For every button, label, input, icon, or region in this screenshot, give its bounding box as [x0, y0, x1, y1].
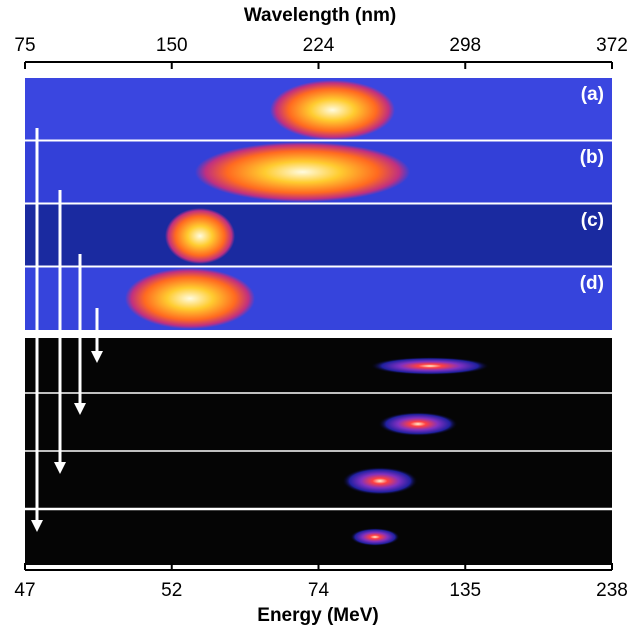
bottom-axis-title: Energy (MeV) [257, 605, 378, 626]
tick-label: 224 [303, 35, 335, 56]
panel-label: (a) [581, 84, 604, 105]
tick-label: 74 [308, 580, 330, 601]
panel-label: (c) [581, 210, 604, 231]
arrows [31, 128, 103, 532]
tick-label: 238 [596, 580, 628, 601]
panel-label: (b) [580, 147, 604, 168]
tick-label: 298 [449, 35, 481, 56]
panel-label: (d) [580, 273, 604, 294]
tick-label: 75 [14, 35, 35, 56]
top-axis-title: Wavelength (nm) [244, 5, 396, 26]
tick-label: 150 [156, 35, 188, 56]
spectra-panel [25, 78, 612, 330]
tick-label: 52 [161, 580, 182, 601]
tick-label: 47 [14, 580, 35, 601]
tick-label: 372 [596, 35, 628, 56]
tick-label: 135 [449, 580, 481, 601]
energy-panel [25, 338, 612, 565]
